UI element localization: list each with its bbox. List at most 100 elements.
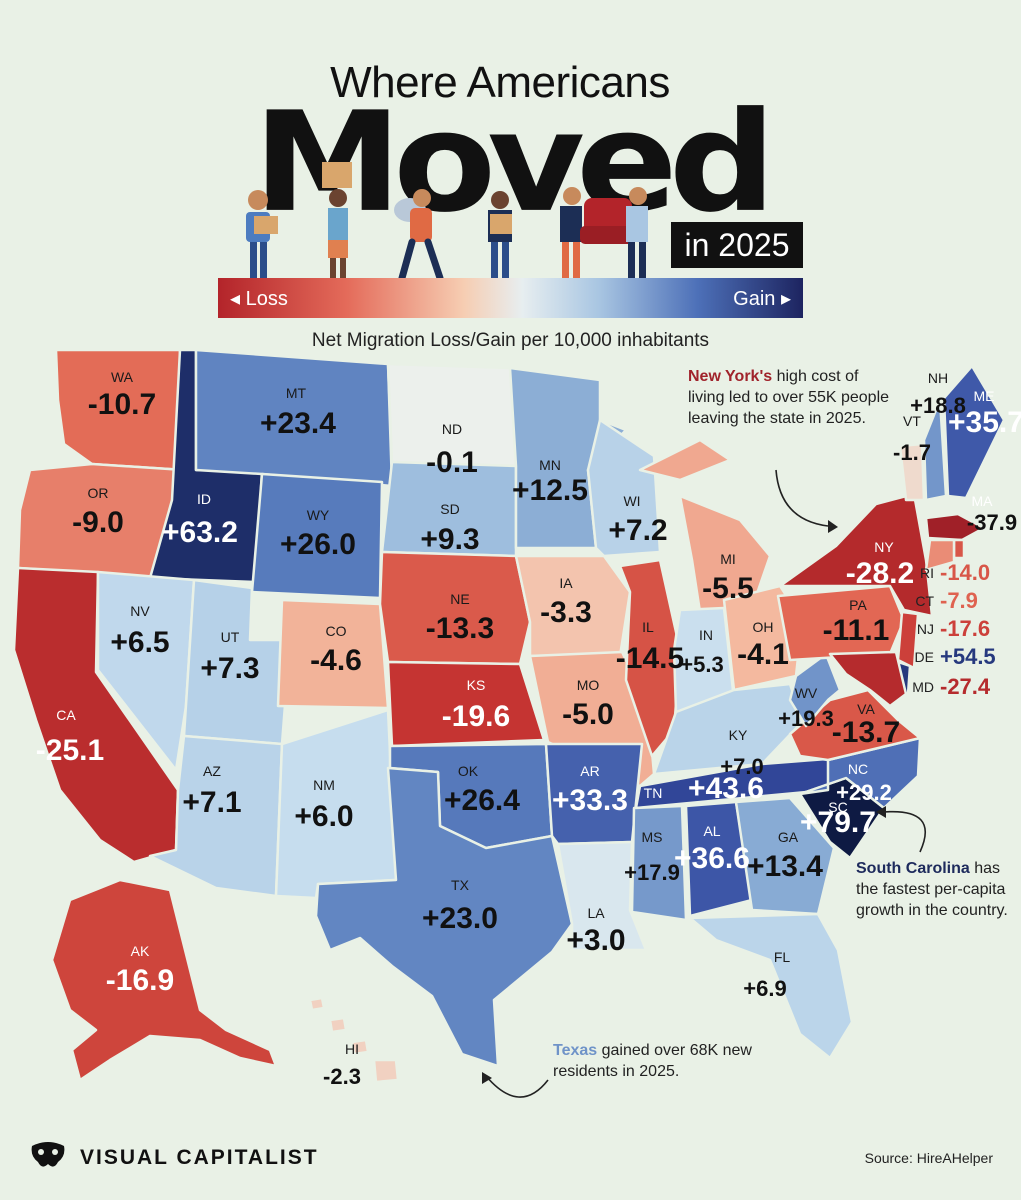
state-abbr: ID xyxy=(197,491,211,507)
state-me xyxy=(942,364,1006,500)
state-value: +29.2 xyxy=(836,780,892,805)
state-shape-nj xyxy=(896,610,920,670)
state-ga xyxy=(734,796,836,916)
legend-gain-label: Gain ▸ xyxy=(733,288,791,310)
state-abbr: OH xyxy=(753,619,774,635)
state-value: +26.4 xyxy=(444,784,520,817)
state-value: +13.4 xyxy=(747,850,823,883)
annotation-sc-text: has the fastest per-capita growth in the… xyxy=(856,860,1008,919)
state-value: -14.0 xyxy=(940,560,990,585)
state-value: +26.0 xyxy=(280,528,356,561)
state-abbr: IN xyxy=(699,627,713,643)
state-abbr: RI xyxy=(920,565,934,581)
state-shape-hi xyxy=(308,996,400,1084)
state-abbr: AR xyxy=(580,763,599,779)
state-abbr: CO xyxy=(326,623,347,639)
state-abbr: NE xyxy=(450,591,469,607)
state-abbr: MS xyxy=(642,829,663,845)
annotation-new-york: New York's high cost of living led to ov… xyxy=(688,366,898,429)
annotation-tx-text: gained over 68K new residents in 2025. xyxy=(553,1042,752,1080)
state-value: +18.8 xyxy=(910,393,966,418)
annotation-ny-bold: New York's xyxy=(688,368,773,385)
map-subtitle: Net Migration Loss/Gain per 10,000 inhab… xyxy=(311,330,710,351)
pre-title: Where Americans xyxy=(330,58,670,107)
state-shape-md xyxy=(828,650,908,708)
state-value: -13.3 xyxy=(426,612,494,645)
source-credit: Source: HireAHelper xyxy=(864,1150,993,1166)
annotation-sc-bold: South Carolina xyxy=(856,860,970,877)
state-il xyxy=(618,558,682,758)
state-nc xyxy=(798,736,922,810)
state-hi xyxy=(308,996,400,1084)
state-shape-nv xyxy=(96,570,196,772)
state-fl xyxy=(688,912,854,1060)
state-ma xyxy=(924,512,986,542)
state-value: +3.0 xyxy=(566,924,625,957)
state-ny xyxy=(778,492,934,618)
state-abbr: OR xyxy=(88,485,109,501)
state-value: +7.0 xyxy=(720,754,763,779)
state-abbr: CA xyxy=(56,707,76,723)
state-abbr: NV xyxy=(130,603,150,619)
state-value: -4.1 xyxy=(737,638,789,671)
state-nh xyxy=(922,398,948,502)
state-abbr: AK xyxy=(131,943,150,959)
state-shape-nc xyxy=(798,736,922,810)
state-abbr: NY xyxy=(874,539,894,555)
state-value: -13.7 xyxy=(832,716,900,749)
state-md xyxy=(828,650,908,708)
state-abbr: AL xyxy=(703,823,720,839)
state-abbr: TN xyxy=(644,785,663,801)
state-abbr: HI xyxy=(345,1041,359,1057)
state-abbr: UT xyxy=(221,629,240,645)
state-abbr: ND xyxy=(442,421,462,437)
state-abbr: WI xyxy=(623,493,640,509)
state-abbr: IA xyxy=(559,575,573,591)
state-abbr: LA xyxy=(587,905,605,921)
state-ca xyxy=(12,566,180,864)
state-value: -17.6 xyxy=(940,616,990,641)
state-shape-ne xyxy=(378,550,532,666)
annotation-texas: Texas gained over 68K new residents in 2… xyxy=(553,1040,783,1082)
state-nv xyxy=(96,570,196,772)
state-value: +43.6 xyxy=(688,772,764,805)
state-wi xyxy=(586,418,662,558)
state-value: +33.3 xyxy=(552,784,628,817)
state-abbr: MA xyxy=(972,493,994,509)
state-la xyxy=(556,840,648,952)
state-shape-ca xyxy=(12,566,180,864)
state-shape-wi xyxy=(586,418,662,558)
state-abbr: MN xyxy=(539,457,561,473)
state-shape-co xyxy=(276,598,390,710)
state-value: +6.0 xyxy=(294,800,353,833)
state-shape-ms xyxy=(630,804,688,922)
state-co xyxy=(276,598,390,710)
state-ks xyxy=(386,660,546,748)
state-abbr: OK xyxy=(458,763,479,779)
brand-name: VISUAL CAPITALIST xyxy=(80,1146,319,1169)
state-shape-fl xyxy=(688,912,854,1060)
legend-loss-label: ◂ Loss xyxy=(230,288,288,310)
state-value: +79.7 xyxy=(800,806,876,839)
state-abbr: SD xyxy=(440,501,459,517)
state-value: +54.5 xyxy=(940,644,996,669)
state-shape-ny xyxy=(778,492,934,618)
state-value: +6.9 xyxy=(743,976,786,1001)
state-value: -19.6 xyxy=(442,700,510,733)
state-value: -3.3 xyxy=(540,596,592,629)
state-value: -5.5 xyxy=(702,572,754,605)
state-value: +63.2 xyxy=(162,516,238,549)
state-abbr: FL xyxy=(774,949,791,965)
state-value: -16.9 xyxy=(106,964,174,997)
state-abbr: VA xyxy=(857,701,875,717)
state-value: -27.4 xyxy=(940,674,991,699)
state-abbr: MI xyxy=(720,551,736,567)
state-value: +17.9 xyxy=(624,860,680,885)
state-ne xyxy=(378,550,532,666)
state-shape-ak xyxy=(50,878,278,1082)
state-value: -7.9 xyxy=(940,588,978,613)
state-shape-ma xyxy=(924,512,986,542)
annotation-arrow-ny xyxy=(775,469,829,527)
state-value: +12.5 xyxy=(512,474,588,507)
